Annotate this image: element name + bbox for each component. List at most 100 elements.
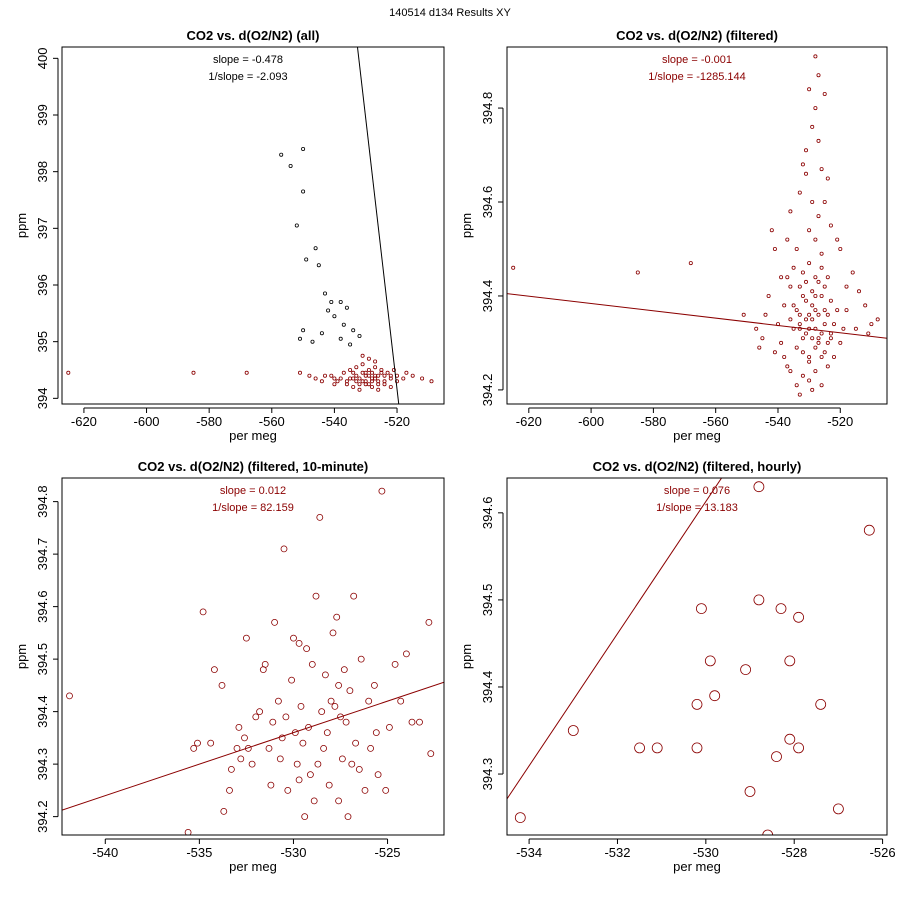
- data-point-1-1: [511, 265, 516, 270]
- data-point-2-12: [357, 382, 362, 387]
- data-point-1-41: [794, 246, 799, 251]
- data-point-1-13: [762, 829, 774, 835]
- data-point-1-64: [361, 787, 369, 794]
- data-point-1-3: [190, 745, 198, 752]
- data-point-1-6: [313, 246, 318, 251]
- data-point-1-87: [757, 345, 762, 350]
- y-axis: 394.3 394.4 394.5 394.6: [480, 497, 504, 790]
- data-point-1-53: [804, 279, 809, 284]
- slope-annotation-2: 1/slope = -1285.144: [648, 71, 746, 83]
- x-tick-label: -580: [640, 414, 666, 429]
- data-point-1-91: [791, 303, 796, 308]
- data-point-1-52: [333, 613, 341, 621]
- y-tick-label: 394.6: [35, 590, 50, 623]
- data-point-1-23: [271, 619, 279, 626]
- x-tick-label: -600: [134, 414, 160, 429]
- data-point-1-76: [819, 167, 824, 172]
- data-point-2-46: [354, 373, 359, 378]
- slope-annotation-1: slope = -0.001: [662, 54, 732, 66]
- data-point-1-106: [807, 312, 812, 317]
- slope-annotation-1: slope = 0.076: [664, 485, 730, 497]
- data-point-1-5: [199, 608, 207, 616]
- data-point-1-8: [704, 655, 716, 667]
- data-point-1-44: [316, 514, 324, 521]
- x-axis-label: per meg: [673, 428, 721, 443]
- data-point-1-39: [306, 771, 314, 778]
- data-point-1-16: [784, 733, 796, 745]
- data-point-1-24: [274, 697, 282, 705]
- chart-panel-1: CO2 vs. d(O2/N2) (all) -620 -600 -580 -560 -5…: [14, 28, 445, 443]
- data-point-2-66: [404, 370, 409, 375]
- data-point-1-63: [357, 655, 365, 663]
- data-point-2-45: [379, 370, 384, 375]
- x-axis: -534 -532 -530 -528 -526: [516, 838, 896, 860]
- data-point-1-2: [567, 725, 579, 736]
- x-axis: -540 -535 -530 -525: [92, 838, 401, 860]
- data-point-2-31: [391, 367, 396, 372]
- data-point-1-1: [514, 812, 526, 823]
- data-point-1-78: [800, 162, 805, 167]
- data-point-1-18: [256, 708, 264, 715]
- data-point-1-7: [316, 263, 321, 268]
- data-point-1-103: [819, 354, 824, 359]
- data-point-1-37: [816, 214, 821, 219]
- x-axis-label: per meg: [229, 428, 277, 443]
- y-tick-label: 394.5: [35, 643, 50, 676]
- slope-annotation-1: slope = -0.478: [213, 54, 283, 66]
- data-point-1-94: [810, 303, 815, 308]
- data-point-1-59: [346, 687, 354, 694]
- data-point-1-66: [367, 745, 375, 752]
- data-point-1-85: [769, 228, 774, 233]
- data-point-1-84: [235, 724, 243, 731]
- data-point-1-2: [635, 270, 640, 275]
- plot-frame: [506, 477, 888, 836]
- x-tick-label: -530: [693, 845, 719, 860]
- data-point-1-4: [194, 739, 201, 747]
- data-point-1-55: [338, 755, 346, 763]
- x-tick-label: -620: [516, 414, 542, 429]
- data-point-1-36: [301, 813, 309, 820]
- page-title: 140514 d134 Results XY: [389, 7, 511, 19]
- data-point-1-21: [319, 331, 324, 336]
- data-point-2-39: [344, 382, 349, 387]
- data-point-1-26: [280, 545, 288, 553]
- y-axis: 394 395 396 397 398 399 400: [35, 47, 59, 409]
- data-point-1-29: [844, 308, 849, 313]
- slope-annotation-1: slope = 0.012: [220, 485, 286, 497]
- data-point-1-9: [322, 291, 327, 296]
- data-point-2-53: [357, 376, 362, 381]
- x-axis: -620 -600 -580 -560 -540 -520: [516, 407, 853, 429]
- data-point-2-28: [373, 365, 378, 370]
- data-point-1-54: [810, 289, 815, 294]
- x-tick-label: -620: [71, 414, 97, 429]
- chart-panel-3: CO2 vs. d(O2/N2) (filtered, 10-minute) -5…: [14, 459, 445, 874]
- data-point-1-8: [772, 350, 777, 355]
- data-point-1-15: [357, 333, 362, 338]
- data-point-1-62: [355, 766, 363, 773]
- data-point-2-9: [335, 379, 340, 384]
- y-tick-label: 394.5: [480, 584, 495, 617]
- data-point-1-51: [331, 703, 339, 710]
- data-point-1-58: [344, 813, 352, 820]
- data-point-1-34: [797, 190, 802, 195]
- data-point-1-3: [301, 146, 306, 151]
- data-point-1-112: [813, 308, 818, 313]
- data-point-1-14: [771, 751, 782, 762]
- data-point-1-15: [794, 345, 799, 350]
- data-point-1-45: [318, 708, 326, 715]
- data-point-1-25: [276, 755, 284, 763]
- plot-frame: [506, 46, 888, 405]
- data-point-1-82: [335, 682, 343, 689]
- data-point-1-83: [348, 760, 356, 768]
- data-point-1-7: [210, 666, 218, 673]
- data-point-1-7: [766, 293, 771, 298]
- plot-frame: [61, 46, 445, 405]
- data-point-1-93: [804, 331, 809, 336]
- data-point-1-22: [326, 308, 331, 313]
- data-point-1-77: [825, 176, 830, 181]
- data-point-1-31: [866, 331, 871, 336]
- y-tick-label: 394: [35, 387, 50, 409]
- fit-line: [507, 478, 723, 800]
- data-point-1-21: [265, 745, 273, 752]
